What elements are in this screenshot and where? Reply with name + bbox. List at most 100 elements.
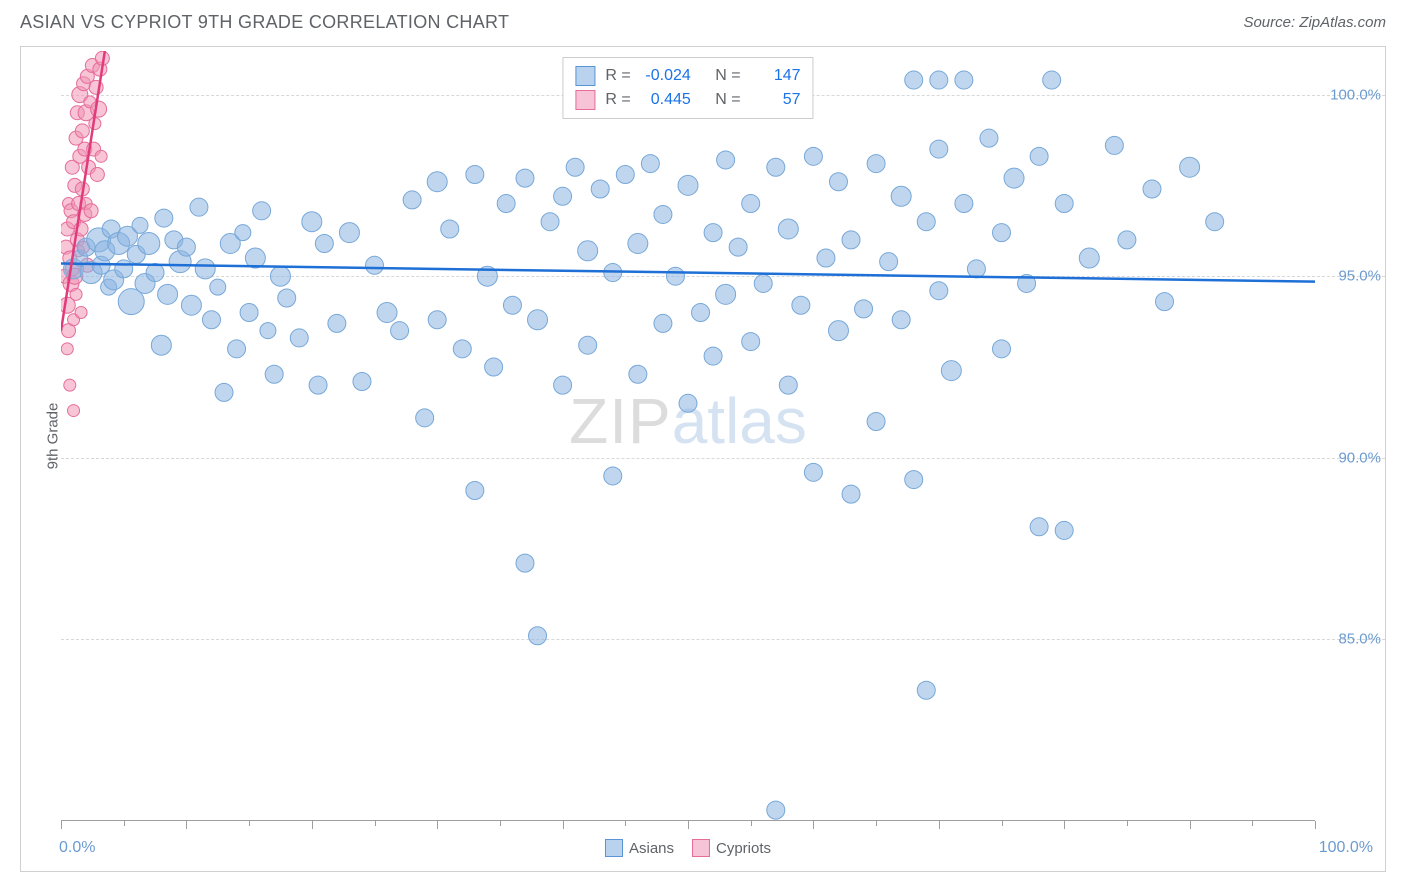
- scatter-point: [678, 175, 698, 195]
- scatter-point: [377, 303, 397, 323]
- scatter-point: [441, 220, 459, 238]
- scatter-point: [955, 71, 973, 89]
- legend-bottom: Asians Cypriots: [605, 839, 771, 857]
- scatter-point: [716, 284, 736, 304]
- scatter-point: [891, 186, 911, 206]
- scatter-point: [880, 253, 898, 271]
- scatter-point: [704, 347, 722, 365]
- x-tick-minor: [1127, 821, 1128, 826]
- x-tick-major: [312, 821, 313, 829]
- scatter-point: [855, 300, 873, 318]
- legend-swatch-cypriots: [692, 839, 710, 857]
- scatter-point: [64, 379, 76, 391]
- scatter-point: [754, 274, 772, 292]
- scatter-point: [842, 485, 860, 503]
- stat-n-label2: N =: [715, 88, 740, 112]
- scatter-point: [654, 314, 672, 332]
- scatter-point: [578, 241, 598, 261]
- scatter-point: [75, 124, 89, 138]
- scatter-point: [980, 129, 998, 147]
- scatter-point: [692, 304, 710, 322]
- scatter-point: [867, 412, 885, 430]
- x-tick-major: [563, 821, 564, 829]
- scatter-point: [778, 219, 798, 239]
- scatter-point: [628, 234, 648, 254]
- scatter-point: [427, 172, 447, 192]
- scatter-point: [503, 296, 521, 314]
- scatter-point: [210, 279, 226, 295]
- scatter-point: [779, 376, 797, 394]
- x-tick-major: [437, 821, 438, 829]
- scatter-point: [817, 249, 835, 267]
- source-attribution: Source: ZipAtlas.com: [1243, 14, 1386, 31]
- scatter-point: [309, 376, 327, 394]
- scatter-point: [829, 173, 847, 191]
- x-tick-minor: [500, 821, 501, 826]
- legend-item-cypriots: Cypriots: [692, 839, 771, 857]
- scatter-point: [95, 150, 107, 162]
- scatter-point: [1030, 518, 1048, 536]
- x-tick-major: [688, 821, 689, 829]
- x-tick-minor: [751, 821, 752, 826]
- x-tick-major: [939, 821, 940, 829]
- scatter-point: [993, 224, 1011, 242]
- scatter-point: [742, 333, 760, 351]
- scatter-point: [391, 322, 409, 340]
- scatter-point: [1043, 71, 1061, 89]
- scatter-point: [70, 288, 82, 300]
- scatter-point: [930, 282, 948, 300]
- scatter-point: [529, 627, 547, 645]
- scatter-point: [235, 225, 251, 241]
- scatter-point: [993, 340, 1011, 358]
- scatter-point: [240, 304, 258, 322]
- scatter-point: [215, 383, 233, 401]
- stats-swatch-cypriots: [575, 90, 595, 110]
- scatter-point: [155, 209, 173, 227]
- legend-label-asians: Asians: [629, 840, 674, 857]
- scatter-point: [90, 167, 104, 181]
- scatter-point: [253, 202, 271, 220]
- scatter-point: [930, 71, 948, 89]
- scatter-point: [1055, 195, 1073, 213]
- scatter-point: [955, 195, 973, 213]
- scatter-point: [1180, 157, 1200, 177]
- plot-area: 9th Grade ZIPatlas 100.0%95.0%90.0%85.0%…: [61, 51, 1315, 821]
- scatter-point: [91, 101, 107, 117]
- scatter-point: [792, 296, 810, 314]
- scatter-point: [497, 195, 515, 213]
- scatter-point: [767, 158, 785, 176]
- scatter-point: [302, 212, 322, 232]
- y-tick-label: 95.0%: [1338, 268, 1381, 285]
- scatter-point: [1206, 213, 1224, 231]
- scatter-point: [828, 321, 848, 341]
- stats-row-asians: R = -0.024 N = 147: [575, 64, 800, 88]
- scatter-point: [1156, 293, 1174, 311]
- scatter-point: [666, 267, 684, 285]
- scatter-point: [579, 336, 597, 354]
- scatter-point: [265, 365, 283, 383]
- x-label-right: 100.0%: [1319, 839, 1373, 857]
- x-tick-minor: [1002, 821, 1003, 826]
- scatter-point: [679, 394, 697, 412]
- scatter-point: [146, 264, 164, 282]
- scatter-point: [616, 165, 634, 183]
- stat-r-cypriots: 0.445: [641, 88, 691, 112]
- y-tick-label: 85.0%: [1338, 631, 1381, 648]
- scatter-point: [366, 256, 384, 274]
- x-tick-minor: [876, 821, 877, 826]
- scatter-point: [767, 801, 785, 819]
- scatter-point: [466, 481, 484, 499]
- x-tick-major: [61, 821, 62, 829]
- scatter-point: [75, 307, 87, 319]
- scatter-point: [604, 467, 622, 485]
- scatter-point: [717, 151, 735, 169]
- scatter-point: [804, 147, 822, 165]
- scatter-point: [115, 260, 133, 278]
- scatter-point: [842, 231, 860, 249]
- x-tick-minor: [625, 821, 626, 826]
- stat-r-label2: R =: [605, 88, 630, 112]
- scatter-point: [742, 195, 760, 213]
- y-axis-label: 9th Grade: [45, 403, 62, 470]
- scatter-point: [181, 295, 201, 315]
- x-tick-major: [1315, 821, 1316, 829]
